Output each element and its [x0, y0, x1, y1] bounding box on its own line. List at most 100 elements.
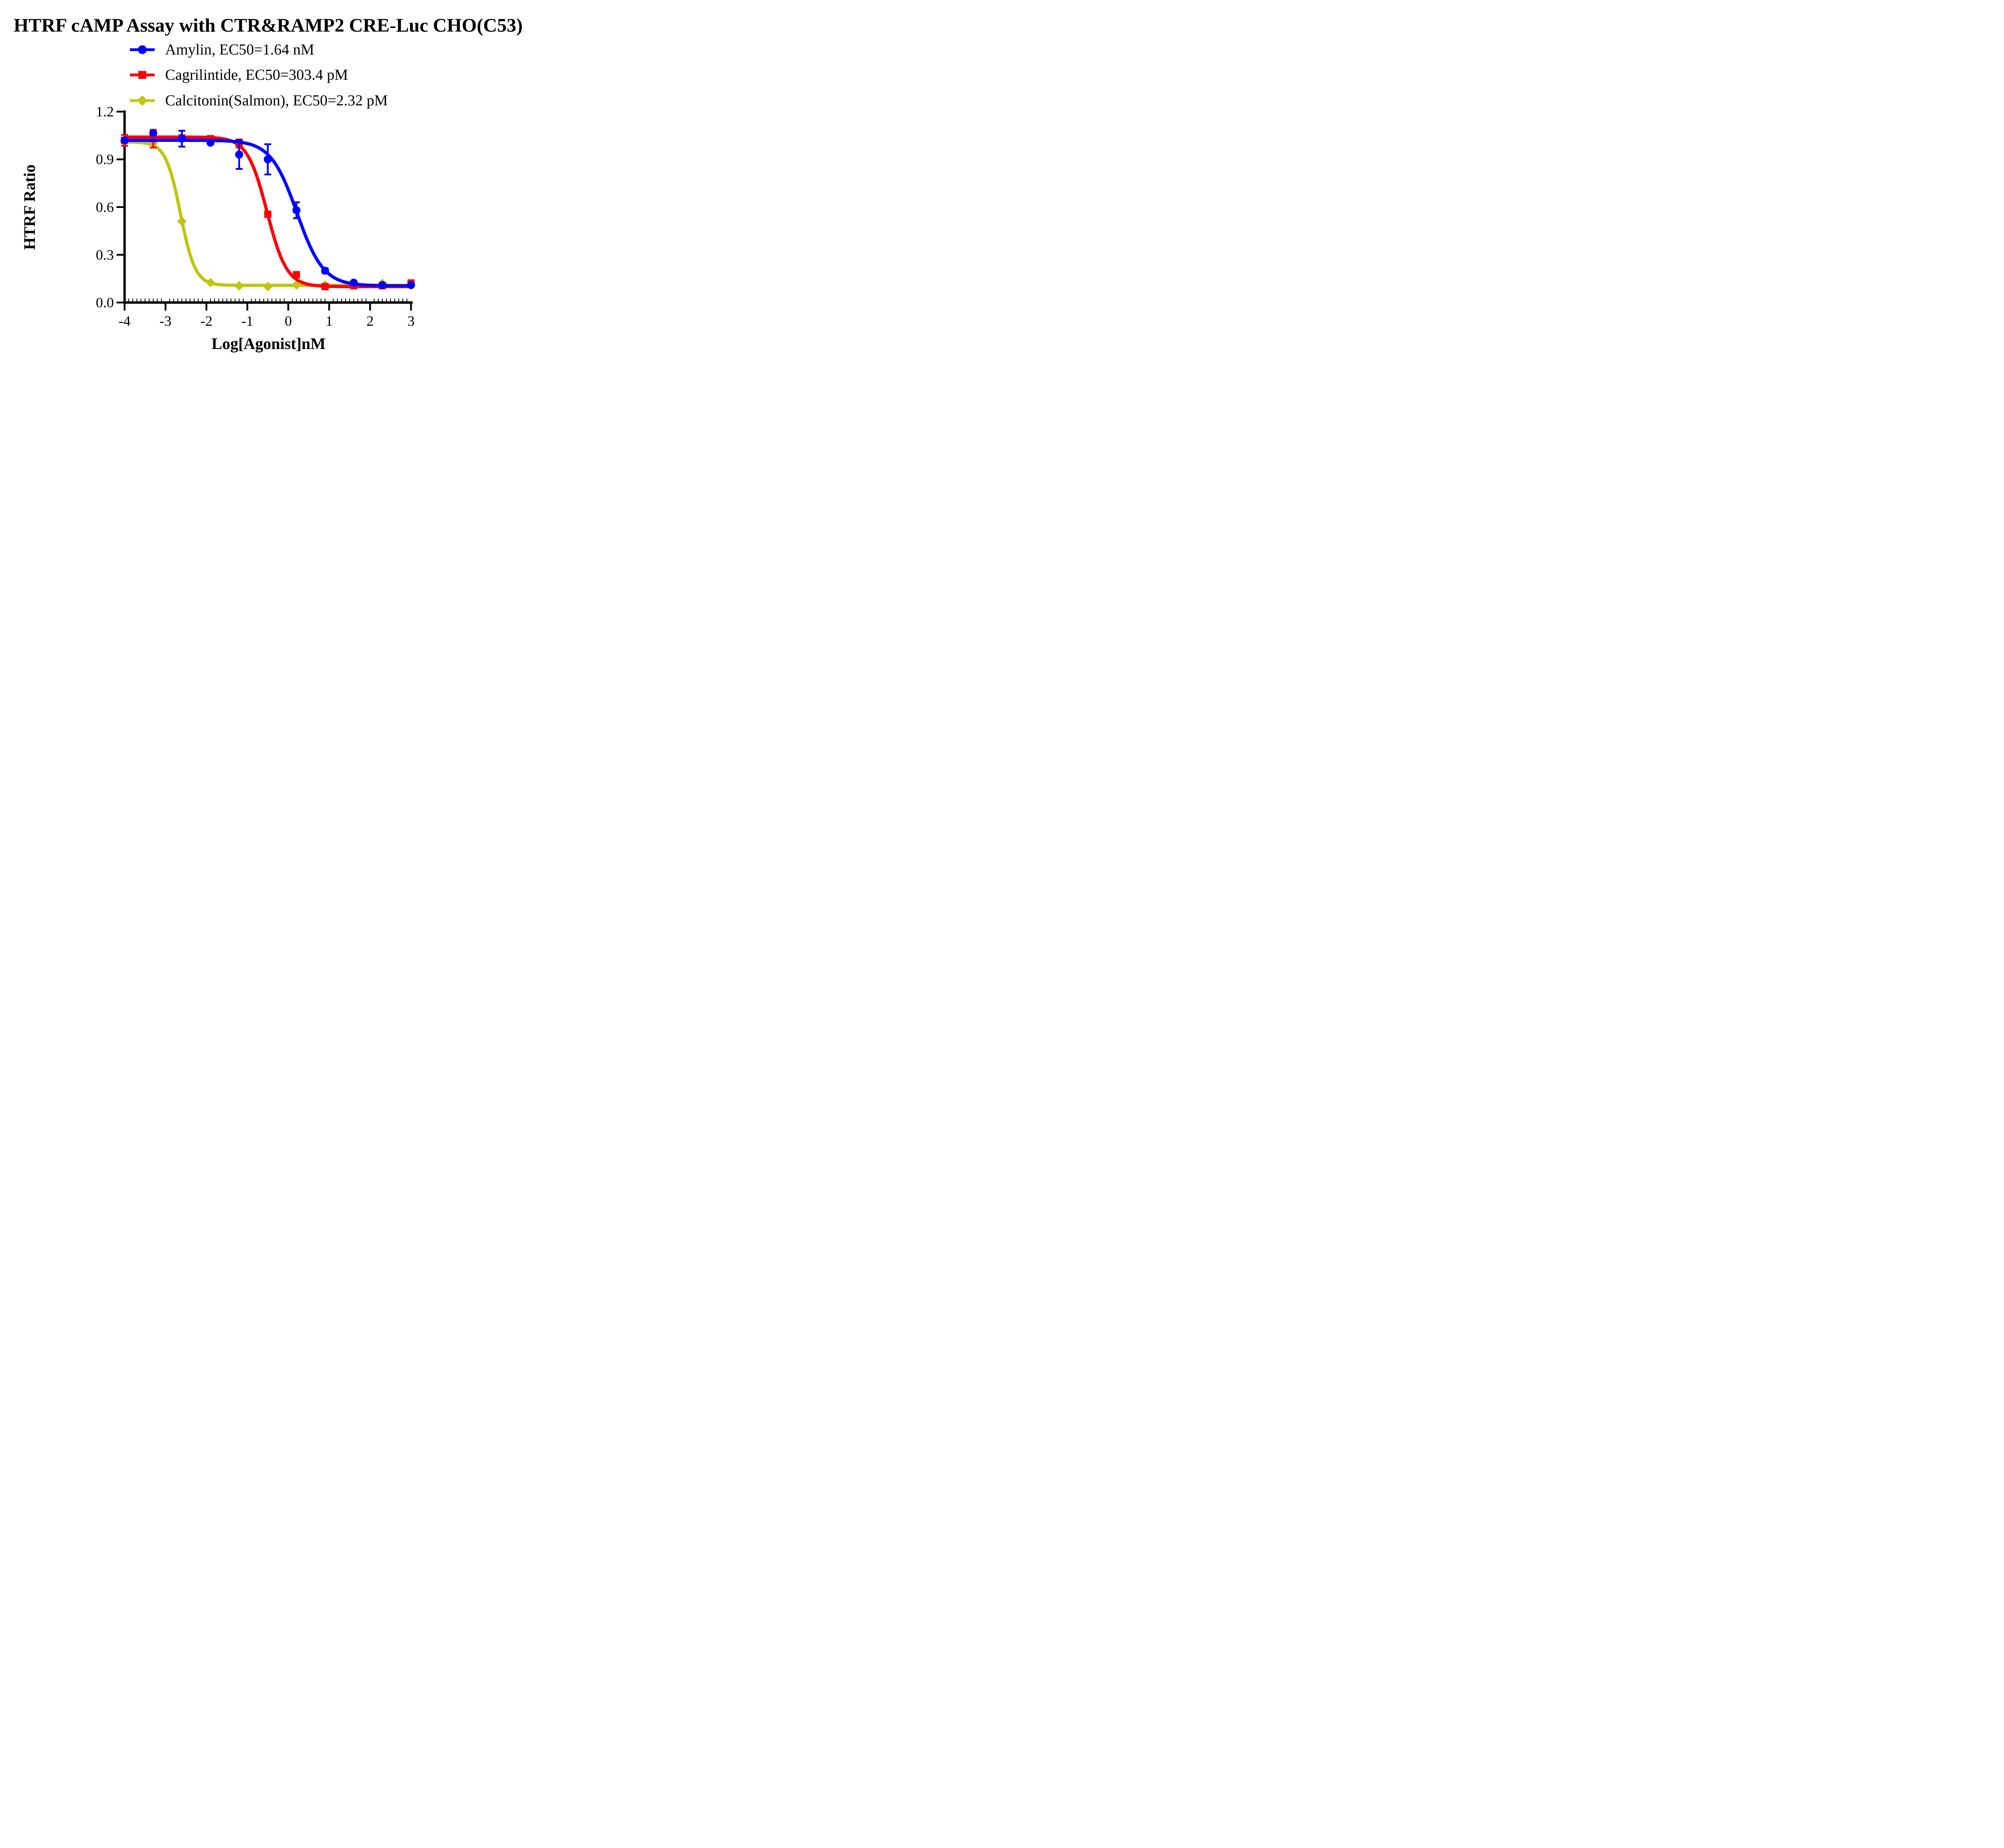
legend-label-cagrilintide: Cagrilintide, EC50=303.4 pM [165, 67, 348, 83]
y-axis-tick [116, 254, 123, 256]
data-point-cagrilintide [293, 271, 300, 278]
data-point-amylin [178, 135, 186, 143]
x-axis-minor-tick [263, 299, 264, 302]
data-point-amylin [235, 150, 243, 159]
data-point-amylin [378, 281, 387, 289]
data-point-amylin [349, 278, 358, 287]
x-axis-minor-tick [169, 299, 170, 302]
error-bar-cap-bottom [236, 168, 243, 170]
x-tick-label: -2 [200, 313, 212, 329]
data-point-calcitonin(salmon) [234, 281, 244, 291]
x-axis [123, 301, 413, 304]
x-axis-minor-tick [345, 299, 346, 302]
error-bar-cap-bottom [178, 145, 186, 148]
x-axis-minor-tick [333, 299, 334, 302]
x-axis-minor-tick [312, 299, 313, 302]
data-point-amylin [206, 139, 215, 147]
x-axis-minor-tick [259, 299, 260, 302]
x-axis-minor-tick [255, 299, 256, 302]
x-axis-minor-tick [271, 299, 273, 302]
x-axis-minor-tick [283, 299, 285, 302]
x-axis-minor-tick [173, 299, 174, 302]
error-bar-cap-top [178, 129, 186, 132]
x-axis-minor-tick [279, 299, 281, 302]
x-axis-minor-tick [132, 299, 133, 302]
x-axis-minor-tick [382, 299, 383, 302]
data-point-amylin [292, 206, 301, 214]
x-axis-minor-tick [402, 299, 404, 302]
error-bar-cap-bottom [121, 145, 128, 147]
x-tick-label: -1 [241, 313, 253, 329]
x-axis-minor-tick [202, 299, 203, 302]
x-tick-label: 1 [325, 313, 333, 329]
x-axis-minor-tick [374, 299, 375, 302]
legend-key-calcitonin(salmon) [130, 95, 155, 106]
data-point-amylin [264, 155, 272, 163]
data-point-calcitonin(salmon) [206, 278, 216, 288]
legend-label-calcitonin: Calcitonin(Salmon), EC50=2.32 pM [165, 92, 388, 109]
x-axis-minor-tick [157, 299, 158, 302]
dose-response-chart: -4 -3 -2 -1 0 1 2 3 0.0 0.3 0.6 0.9 1.2 HTRF cAMP As… [0, 0, 537, 369]
y-axis-tick [116, 158, 123, 160]
plot-svg: -4 -3 -2 -1 0 1 2 3 0.0 0.3 0.6 0.9 1.2 [96, 45, 416, 329]
y-tick-label: 0.3 [96, 247, 114, 263]
x-axis-tick [205, 304, 208, 311]
x-axis-minor-tick [153, 299, 154, 302]
x-axis-minor-tick [226, 299, 228, 302]
x-axis-minor-tick [308, 299, 309, 302]
x-tick-label: -4 [119, 313, 131, 329]
x-axis-minor-tick [292, 299, 293, 302]
x-axis-tick [246, 304, 248, 311]
x-axis-minor-tick [222, 299, 223, 302]
x-axis-minor-tick [161, 299, 162, 302]
data-point-amylin [407, 281, 415, 289]
y-axis-tick [116, 301, 123, 304]
y-axis-tick [116, 206, 123, 208]
x-axis-minor-tick [242, 299, 244, 302]
x-axis-minor-tick [198, 299, 199, 302]
y-axis [123, 110, 126, 304]
x-axis-minor-tick [304, 299, 305, 302]
x-axis-minor-tick [406, 299, 408, 302]
x-axis-minor-tick [337, 299, 338, 302]
x-axis-minor-tick [398, 299, 399, 302]
y-tick-label: 1.2 [96, 104, 114, 120]
x-axis-minor-tick [230, 299, 232, 302]
legend-marker-square [138, 71, 146, 79]
error-bar-cap-top [121, 134, 128, 136]
x-axis-minor-tick [349, 299, 350, 302]
x-axis-tick [328, 304, 330, 311]
x-axis-minor-tick [214, 299, 215, 302]
y-tick-label: 0.0 [96, 295, 114, 311]
series-amylin [120, 129, 415, 289]
x-axis-minor-tick [267, 299, 269, 302]
data-point-amylin [321, 266, 329, 275]
x-tick-label: -3 [160, 313, 172, 329]
x-axis-minor-tick [378, 299, 379, 302]
x-axis-minor-tick [341, 299, 342, 302]
data-point-amylin [120, 136, 129, 145]
x-axis-minor-tick [128, 299, 129, 302]
legend-label-amylin: Amylin, EC50=1.64 nM [165, 41, 314, 58]
x-axis-tick [287, 304, 289, 311]
x-axis-tick [369, 304, 371, 311]
legend-marker-diamond [137, 95, 147, 106]
x-axis-minor-tick [394, 299, 395, 302]
x-tick-label: 3 [408, 313, 415, 329]
x-axis-minor-tick [234, 299, 236, 302]
y-tick-label: 0.6 [96, 199, 114, 215]
x-axis-minor-tick [386, 299, 387, 302]
legend-key-amylin [130, 45, 155, 54]
error-bar-cap-bottom [264, 174, 271, 176]
chart-title: HTRF cAMP Assay with CTR&RAMP2 CRE-Luc C… [14, 15, 523, 36]
x-tick-label: 2 [366, 313, 374, 329]
error-bar-cap-top [293, 201, 300, 204]
x-axis-minor-tick [390, 299, 391, 302]
error-bar-cap-bottom [149, 147, 157, 149]
x-axis-tick [410, 304, 412, 311]
x-axis-minor-tick [300, 299, 301, 302]
y-tick-label: 0.9 [96, 151, 114, 167]
x-axis-minor-tick [136, 299, 137, 302]
error-bar-cap-bottom [293, 217, 300, 219]
error-bar-cap-top [236, 139, 243, 141]
